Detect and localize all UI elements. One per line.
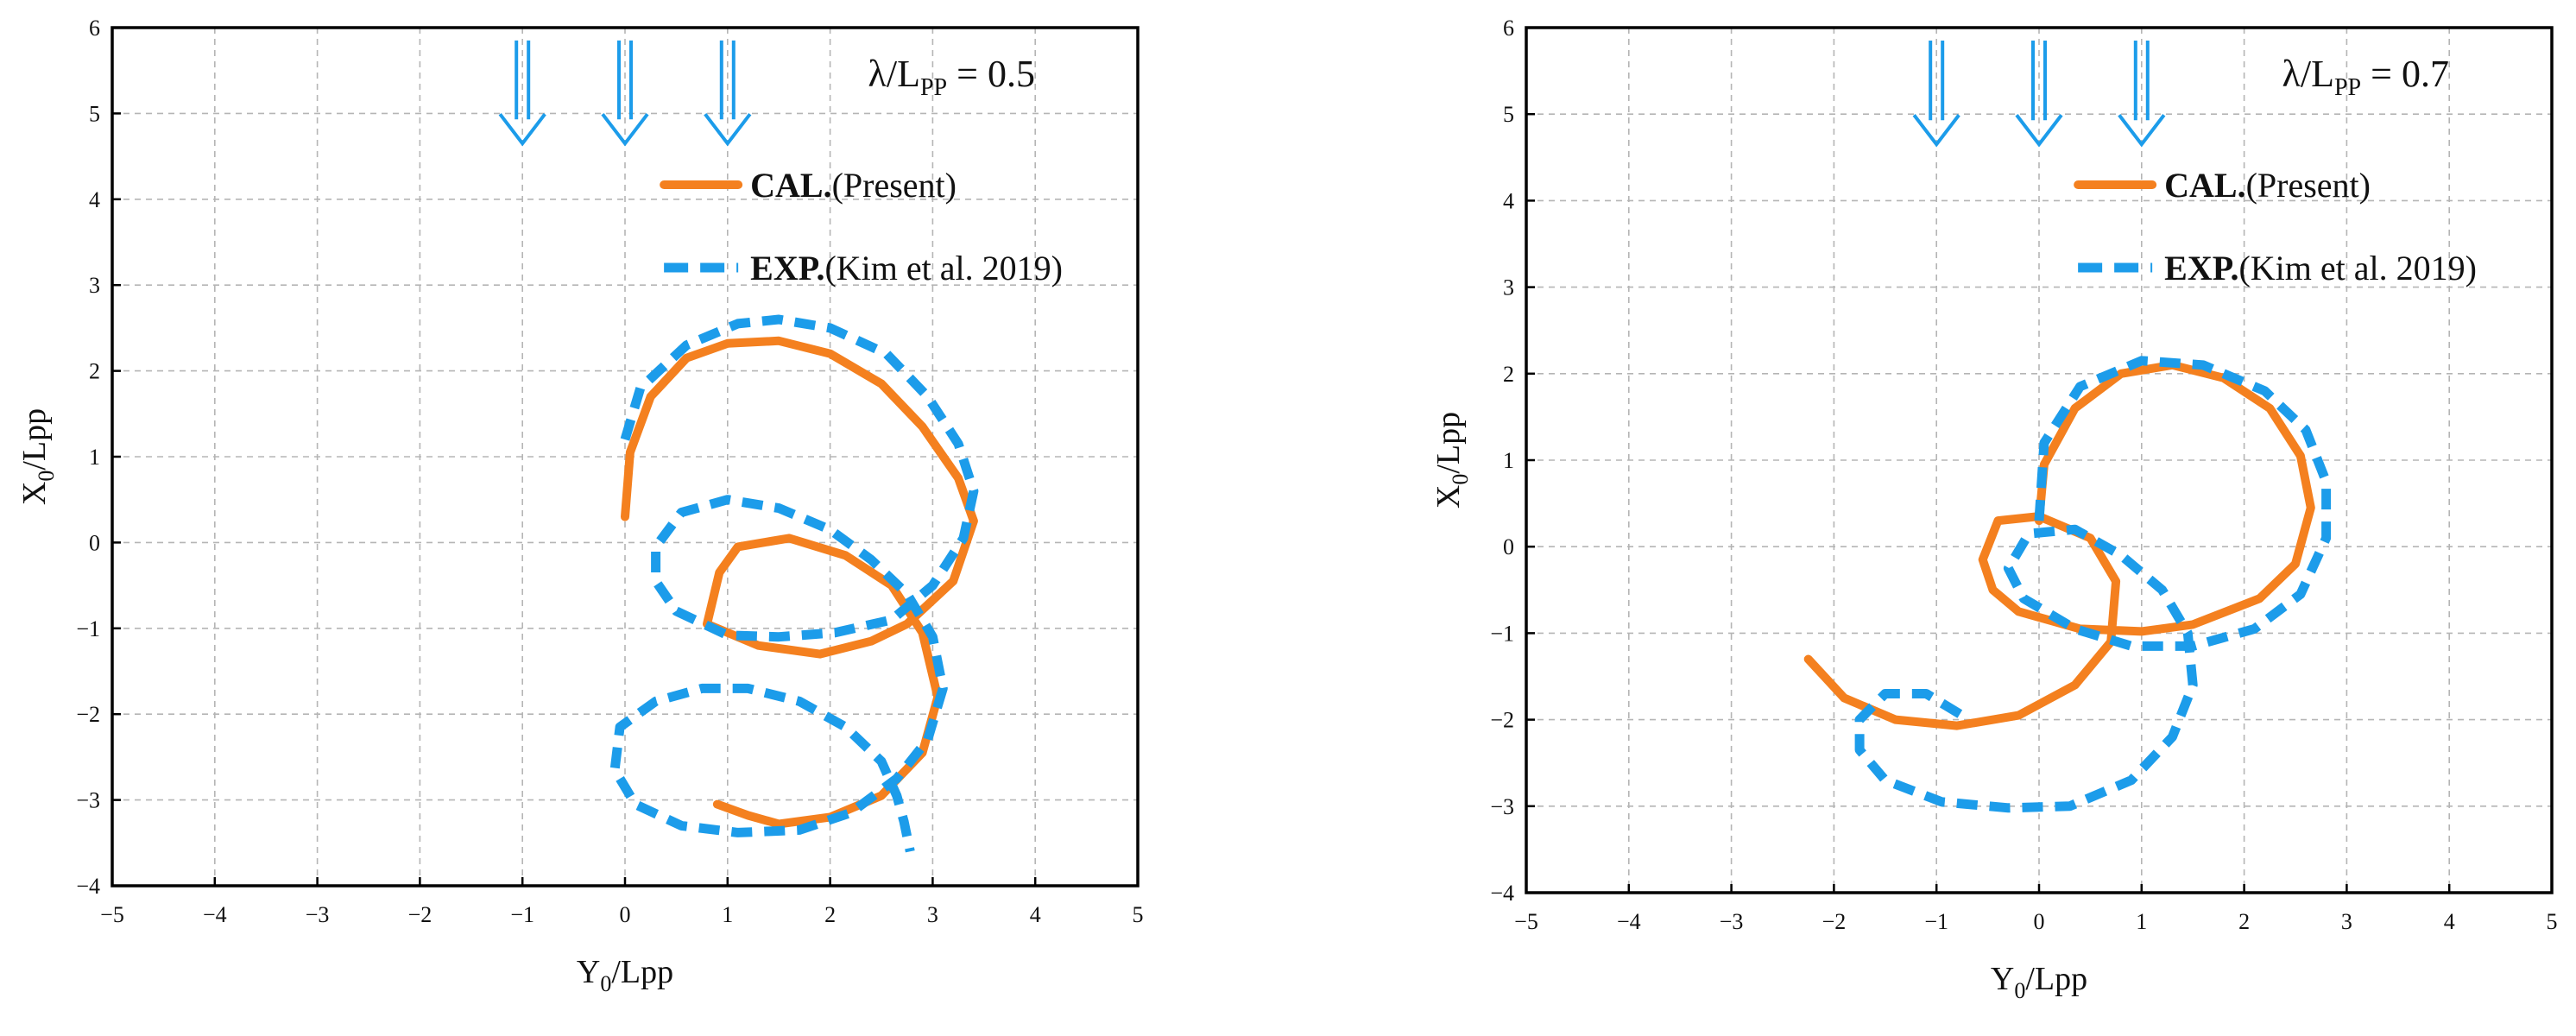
x-tick-label: 4 — [1030, 902, 1041, 927]
x-axis-title-rest: /Lpp — [611, 954, 673, 990]
x-tick-label: 4 — [2444, 909, 2455, 934]
y-tick-label: −4 — [1490, 881, 1514, 906]
y-tick-label: −1 — [76, 616, 100, 641]
wave-direction-arrow-icon — [1912, 41, 1960, 148]
series-line-exp — [1854, 356, 2332, 813]
x-tick-label: −5 — [1514, 909, 1538, 934]
legend-label: CAL.(Present) — [750, 166, 957, 205]
x-axis-title-main: Y — [577, 954, 600, 990]
legend-entry: CAL.(Present) — [2074, 166, 2371, 205]
y-tick-label: −3 — [1490, 794, 1514, 819]
y-tick-label: 3 — [1503, 275, 1514, 300]
y-tick-label: 6 — [1503, 16, 1514, 41]
x-tick-label: −1 — [1924, 909, 1948, 934]
x-tick-label: 2 — [2238, 909, 2250, 934]
y-tick-label: −4 — [76, 874, 100, 899]
y-tick-label: 3 — [89, 273, 100, 298]
wavelength-ratio-sub: PP — [2334, 74, 2361, 101]
chart-panel-right: −5 −4 −3 −2 −1 0 1 2 3 4 5−4−3−2−10123456Y0/LppX0/… — [1430, 16, 2558, 1003]
x-axis-title-sub: 0 — [600, 971, 611, 996]
legend-label: EXP.(Kim et al. 2019) — [2164, 249, 2477, 287]
legend-label: CAL.(Present) — [2164, 166, 2371, 205]
legend-label-main: CAL. — [750, 166, 831, 205]
x-tick-label: 0 — [620, 902, 631, 927]
y-tick-label: −2 — [76, 702, 100, 727]
x-tick-label: 0 — [2034, 909, 2045, 934]
x-tick-label: 3 — [927, 902, 938, 927]
y-axis-title-rest: /Lpp — [1430, 412, 1467, 474]
y-tick-label: 2 — [1503, 362, 1514, 387]
y-tick-label: 4 — [89, 187, 100, 212]
y-tick-label: 6 — [89, 16, 100, 41]
y-tick-label: 1 — [1503, 448, 1514, 473]
y-tick-label: 4 — [1503, 188, 1514, 213]
x-tick-label: 3 — [2341, 909, 2352, 934]
wavelength-ratio-label: λ/LPP = 0.7 — [2282, 53, 2449, 101]
x-tick-label: −2 — [408, 902, 432, 927]
wavelength-ratio-value: = 0.5 — [947, 53, 1035, 95]
x-tick-label: 1 — [2136, 909, 2147, 934]
x-axis-title-rest: /Lpp — [2025, 961, 2087, 997]
x-tick-label: 5 — [2547, 909, 2558, 934]
series-line-exp — [609, 314, 979, 853]
x-axis-title-sub: 0 — [2014, 978, 2025, 1003]
legend-entry: EXP.(Kim et al. 2019) — [2078, 249, 2477, 287]
wavelength-ratio-prefix: λ/L — [2282, 53, 2334, 95]
x-tick-label: −2 — [1822, 909, 1847, 934]
legend-label-detail: (Kim et al. 2019) — [2238, 249, 2477, 287]
legend-label-main: CAL. — [2164, 166, 2245, 205]
x-tick-label: −3 — [1720, 909, 1744, 934]
x-tick-label: 5 — [1133, 902, 1144, 927]
wavelength-ratio-sub: PP — [920, 74, 947, 101]
wave-direction-arrow-icon — [601, 40, 649, 147]
wavelength-ratio-prefix: λ/L — [868, 53, 920, 95]
y-tick-label: 2 — [89, 359, 100, 384]
series-line-cal — [1803, 360, 2315, 730]
x-tick-label: 2 — [824, 902, 836, 927]
legend-label-detail: (Kim et al. 2019) — [824, 249, 1063, 287]
x-tick-label: 1 — [722, 902, 733, 927]
x-axis-title: Y0/Lpp — [1991, 961, 2087, 1003]
y-tick-label: −1 — [1490, 621, 1514, 646]
legend-entry: CAL.(Present) — [660, 166, 957, 205]
legend-label-main: EXP. — [750, 249, 824, 287]
y-axis-title-main: X — [16, 482, 53, 505]
x-axis-title: Y0/Lpp — [577, 954, 673, 996]
y-tick-label: 5 — [89, 101, 100, 126]
chart-panel-left: −5 −4 −3 −2 −1 0 1 2 3 4 5−4−3−2−10123456Y0/LppX0/… — [16, 16, 1144, 996]
legend-label-detail: (Present) — [2246, 166, 2371, 205]
y-axis-title-sub: 0 — [34, 471, 59, 482]
y-tick-label: 1 — [89, 445, 100, 470]
legend-label-main: EXP. — [2164, 249, 2238, 287]
y-axis-title-rest: /Lpp — [16, 408, 53, 471]
wavelength-ratio-label: λ/LPP = 0.5 — [868, 53, 1035, 101]
x-tick-label: −5 — [100, 902, 124, 927]
x-tick-label: −4 — [1617, 909, 1641, 934]
y-tick-label: −3 — [76, 788, 100, 813]
x-tick-label: −4 — [203, 902, 227, 927]
y-axis-title-sub: 0 — [1448, 474, 1473, 485]
wave-direction-arrow-icon — [2118, 41, 2166, 148]
legend-label: EXP.(Kim et al. 2019) — [750, 249, 1063, 287]
legend-entry: EXP.(Kim et al. 2019) — [664, 249, 1063, 287]
y-tick-label: 5 — [1503, 102, 1514, 127]
y-tick-label: 0 — [89, 530, 100, 555]
legend-label-detail: (Present) — [832, 166, 957, 205]
y-axis-title: X0/Lpp — [16, 408, 59, 505]
y-tick-label: 0 — [1503, 534, 1514, 559]
wavelength-ratio-value: = 0.7 — [2361, 53, 2449, 95]
wave-direction-arrow-icon — [498, 40, 546, 147]
x-axis-title-main: Y — [1991, 961, 2014, 997]
wave-direction-arrow-icon — [2015, 41, 2063, 148]
y-axis-title: X0/Lpp — [1430, 412, 1473, 509]
x-tick-label: −3 — [306, 902, 330, 927]
y-tick-label: −2 — [1490, 708, 1514, 733]
x-tick-label: −1 — [510, 902, 534, 927]
wave-direction-arrow-icon — [704, 40, 752, 147]
y-axis-title-main: X — [1430, 485, 1467, 509]
